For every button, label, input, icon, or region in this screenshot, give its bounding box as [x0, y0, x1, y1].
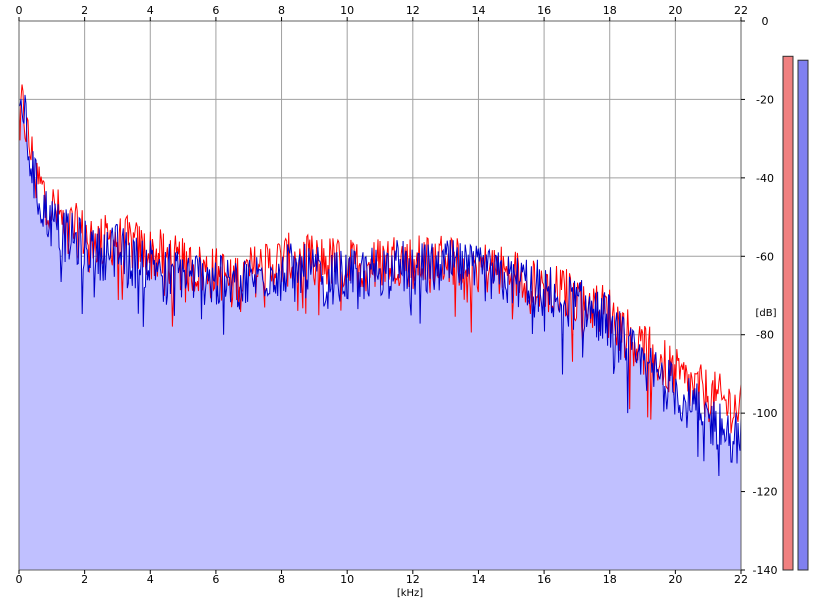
x-tick-label-bottom: 0	[16, 573, 23, 586]
x-tick-label-top: 10	[340, 4, 354, 17]
x-tick-label-bottom: 22	[734, 573, 748, 586]
series-line-2	[18, 94, 742, 477]
y-tick-label: -40	[756, 172, 774, 185]
x-tick-label-top: 8	[278, 4, 285, 17]
x-tick-label-top: 14	[471, 4, 485, 17]
y-tick-label: -60	[756, 250, 774, 263]
x-tick-label-bottom: 6	[212, 573, 219, 586]
level-meter-2	[797, 59, 809, 571]
series-line-1	[18, 84, 742, 434]
y-tick-label: -120	[753, 486, 778, 499]
y-tick-label: -100	[753, 407, 778, 420]
x-tick-label-top: 12	[406, 4, 420, 17]
y-axis-label: [dB]	[755, 308, 776, 319]
y-tick-label: -20	[756, 93, 774, 106]
x-tick-label-top: 18	[603, 4, 617, 17]
x-tick-label-top: 0	[16, 4, 23, 17]
y-tick-label: 0	[762, 15, 769, 28]
x-tick-label-top: 4	[147, 4, 154, 17]
x-tick-label-bottom: 4	[147, 573, 154, 586]
x-axis-label: [kHz]	[397, 588, 423, 599]
x-tick-label-top: 2	[81, 4, 88, 17]
x-tick-label-top: 6	[212, 4, 219, 17]
x-tick-label-bottom: 14	[471, 573, 485, 586]
level-meter-1	[782, 55, 794, 571]
x-tick-label-top: 22	[734, 4, 748, 17]
plot-frame	[18, 20, 742, 571]
x-tick-label-top: 16	[537, 4, 551, 17]
x-tick-label-bottom: 2	[81, 573, 88, 586]
y-tick-label: -140	[753, 564, 778, 577]
x-tick-label-bottom: 18	[603, 573, 617, 586]
spectrum-fill-area	[19, 99, 741, 570]
x-tick-label-bottom: 10	[340, 573, 354, 586]
x-tick-label-bottom: 12	[406, 573, 420, 586]
x-tick-label-bottom: 8	[278, 573, 285, 586]
x-tick-label-bottom: 20	[668, 573, 682, 586]
x-tick-label-bottom: 16	[537, 573, 551, 586]
y-tick-label: -80	[756, 329, 774, 342]
x-tick-label-top: 20	[668, 4, 682, 17]
